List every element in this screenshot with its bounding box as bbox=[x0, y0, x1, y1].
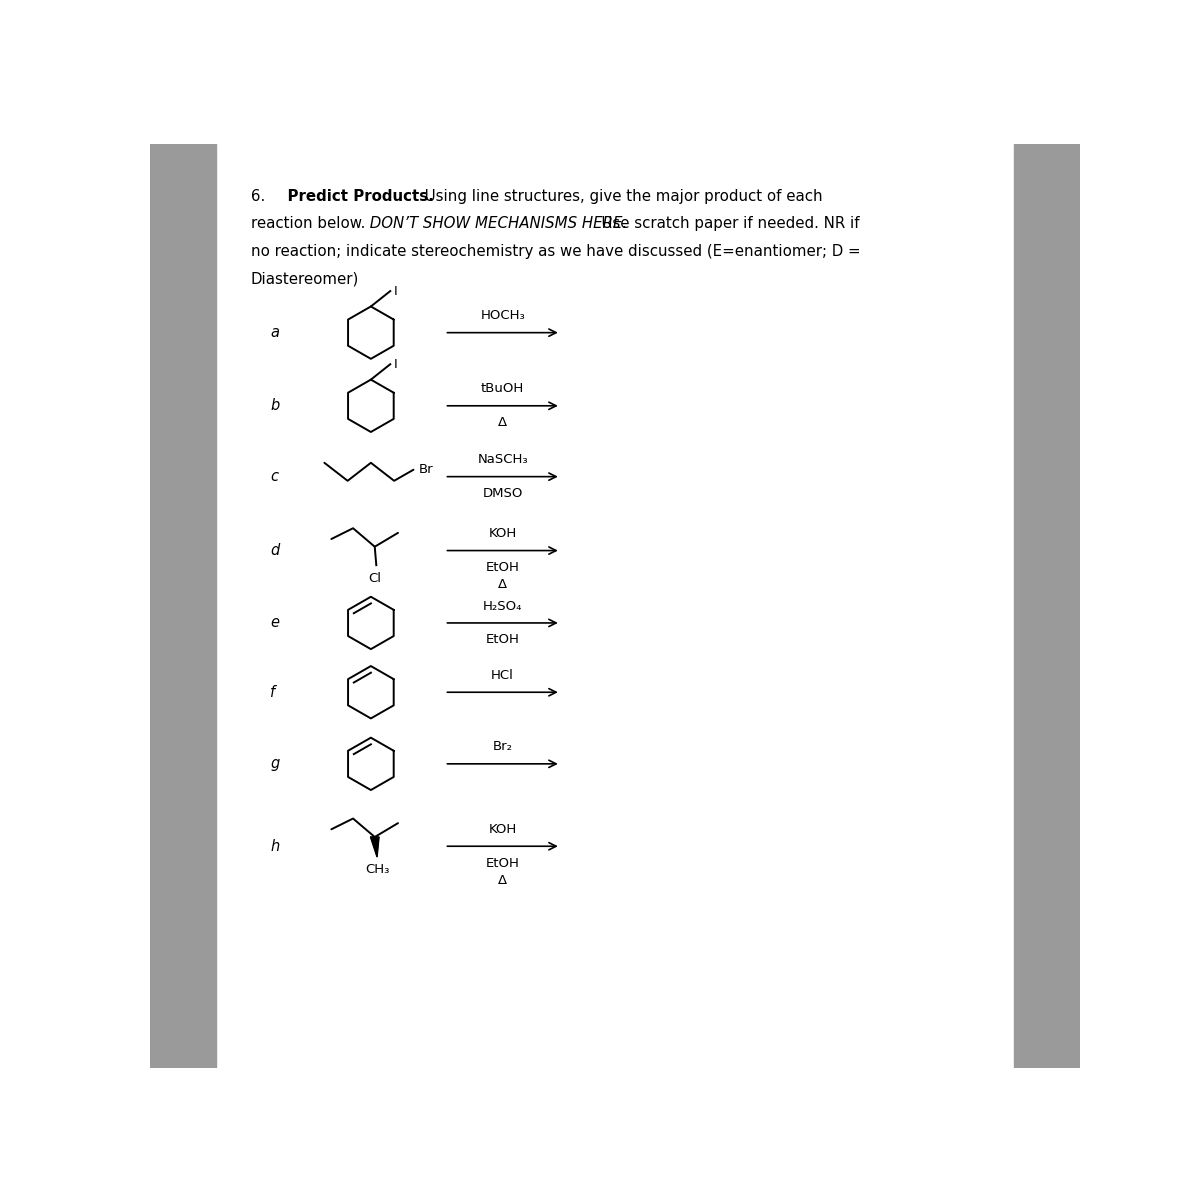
Text: d: d bbox=[270, 544, 280, 558]
Text: Δ: Δ bbox=[498, 874, 508, 887]
Text: e: e bbox=[270, 616, 280, 630]
Text: DON’T SHOW MECHANISMS HERE.: DON’T SHOW MECHANISMS HERE. bbox=[365, 216, 626, 232]
Text: a: a bbox=[270, 325, 280, 340]
Text: reaction below.: reaction below. bbox=[251, 216, 365, 232]
Text: tBuOH: tBuOH bbox=[481, 383, 524, 396]
Text: I: I bbox=[394, 284, 397, 298]
Text: KOH: KOH bbox=[488, 527, 517, 540]
Text: EtOH: EtOH bbox=[486, 634, 520, 647]
Text: Use scratch paper if needed. NR if: Use scratch paper if needed. NR if bbox=[592, 216, 859, 232]
Text: NaSCH₃: NaSCH₃ bbox=[478, 454, 528, 467]
Text: Diastereomer): Diastereomer) bbox=[251, 272, 359, 287]
Text: EtOH: EtOH bbox=[486, 857, 520, 870]
Text: H₂SO₄: H₂SO₄ bbox=[482, 600, 522, 612]
Text: b: b bbox=[270, 398, 280, 413]
Text: Δ: Δ bbox=[498, 416, 508, 430]
Text: no reaction; indicate stereochemistry as we have discussed (E=enantiomer; D =: no reaction; indicate stereochemistry as… bbox=[251, 244, 860, 259]
Text: DMSO: DMSO bbox=[482, 487, 523, 500]
Text: HOCH₃: HOCH₃ bbox=[480, 310, 526, 323]
Text: c: c bbox=[270, 469, 278, 484]
Text: CH₃: CH₃ bbox=[365, 863, 389, 876]
Text: Br: Br bbox=[419, 463, 433, 476]
Bar bbox=[1014, 144, 1080, 1068]
Polygon shape bbox=[371, 838, 379, 857]
Text: Cl: Cl bbox=[368, 572, 382, 586]
Text: Δ: Δ bbox=[498, 578, 508, 592]
Text: Br₂: Br₂ bbox=[493, 740, 512, 754]
Text: h: h bbox=[270, 839, 280, 853]
Text: EtOH: EtOH bbox=[486, 560, 520, 574]
Text: 6.: 6. bbox=[251, 188, 265, 204]
Bar bbox=[150, 144, 216, 1068]
Text: I: I bbox=[394, 358, 397, 371]
Text: Using line structures, give the major product of each: Using line structures, give the major pr… bbox=[420, 188, 822, 204]
Text: g: g bbox=[270, 756, 280, 772]
Text: Predict Products.: Predict Products. bbox=[274, 188, 434, 204]
Text: KOH: KOH bbox=[488, 823, 517, 836]
Text: HCl: HCl bbox=[491, 668, 514, 682]
Text: f: f bbox=[270, 685, 275, 700]
